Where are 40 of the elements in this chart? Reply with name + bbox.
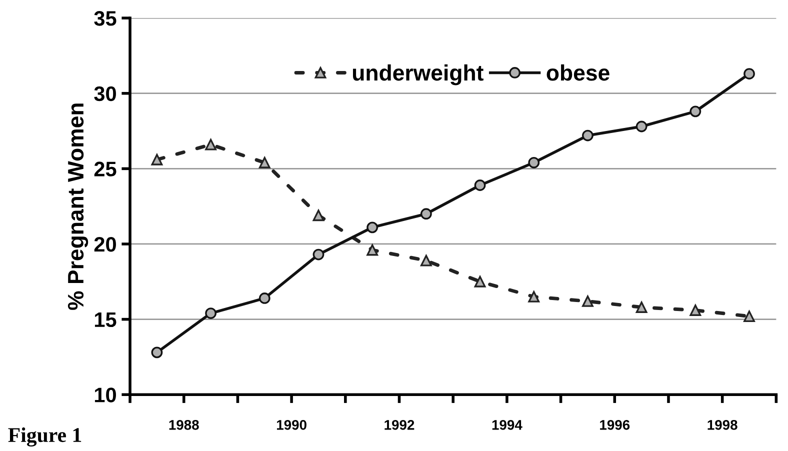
legend-label: underweight (352, 64, 484, 86)
point (366, 222, 378, 234)
x-tick-label: 1994 (492, 420, 522, 430)
point (582, 296, 594, 307)
point (312, 248, 324, 260)
y-tick-label: 35 (94, 11, 116, 26)
point (690, 304, 702, 316)
point (582, 130, 594, 142)
point (151, 346, 163, 358)
x-tick-label: 1988 (169, 420, 199, 430)
point (420, 208, 432, 220)
point (366, 244, 378, 256)
y-axis-title: % Pregnant Women (68, 104, 88, 310)
point (744, 68, 755, 80)
point (636, 120, 648, 132)
y-tick-label: 15 (94, 312, 116, 328)
point (528, 156, 540, 168)
x-tick-label: 1998 (708, 420, 738, 430)
point (312, 210, 324, 222)
point (420, 254, 432, 266)
point (528, 291, 540, 302)
point (258, 156, 270, 168)
point (744, 310, 755, 322)
point (205, 138, 216, 150)
y-tick-label: 25 (94, 162, 116, 176)
point (258, 292, 270, 304)
y-tick-label: 30 (94, 86, 116, 102)
point (474, 276, 486, 288)
point (690, 106, 702, 118)
x-tick-label: 1996 (600, 420, 630, 430)
point (474, 180, 486, 191)
point (151, 154, 163, 166)
caption: Figure 1 (8, 427, 82, 446)
point (205, 308, 216, 319)
y-tick-label: 10 (94, 388, 116, 402)
x-tick-label: 1992 (384, 420, 414, 430)
point (636, 302, 648, 313)
legend-label: obese (546, 64, 610, 81)
x-tick-label: 1990 (276, 420, 306, 430)
y-tick-label: 20 (94, 236, 116, 252)
